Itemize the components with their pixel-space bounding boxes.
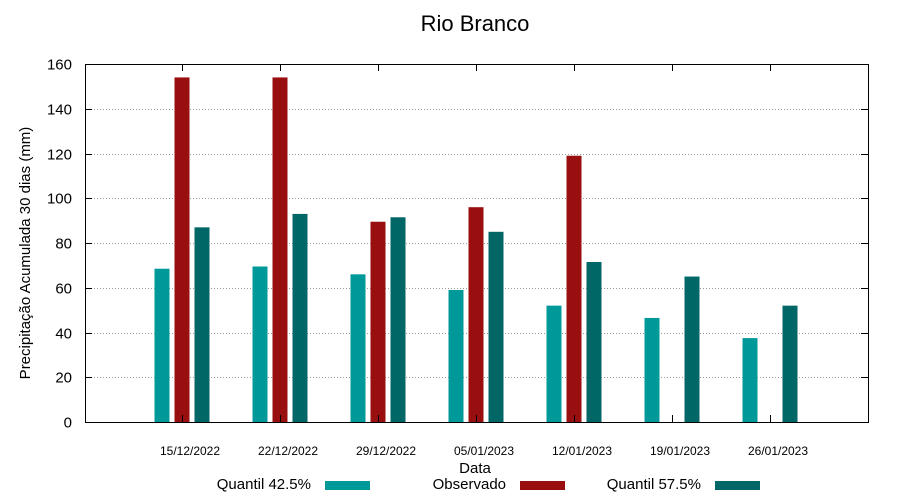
bar bbox=[566, 155, 582, 423]
bar bbox=[448, 289, 464, 422]
legend-swatch bbox=[520, 481, 565, 490]
bar bbox=[468, 207, 484, 422]
bar bbox=[782, 305, 798, 422]
y-tick-label: 0 bbox=[64, 415, 72, 432]
y-tick-label: 120 bbox=[47, 147, 72, 164]
bar bbox=[586, 262, 602, 422]
legend-swatch bbox=[325, 481, 370, 490]
bar bbox=[644, 317, 660, 422]
legend-swatch bbox=[715, 481, 760, 490]
legend-label: Observado bbox=[433, 476, 506, 493]
bar bbox=[154, 268, 170, 422]
bar bbox=[742, 338, 758, 422]
legend-label: Quantil 42.5% bbox=[217, 476, 311, 493]
x-axis-label: Data bbox=[459, 460, 491, 477]
x-tick-label: 12/01/2023 bbox=[552, 444, 612, 458]
y-tick-label: 60 bbox=[55, 281, 72, 298]
bars bbox=[154, 77, 798, 423]
x-axis: 15/12/2022 22/12/2022 29/12/2022 05/01/2023… bbox=[160, 64, 808, 458]
chart-title: Rio Branco bbox=[421, 11, 530, 36]
bar bbox=[272, 77, 288, 423]
y-tick-label: 20 bbox=[55, 370, 72, 387]
y-axis-label: Precipitação Acumulada 30 dias (mm) bbox=[17, 127, 34, 380]
bar bbox=[390, 217, 406, 422]
bar bbox=[684, 276, 700, 422]
x-tick-label: 15/12/2022 bbox=[160, 444, 220, 458]
bar bbox=[174, 77, 190, 423]
x-tick-label: 05/01/2023 bbox=[454, 444, 514, 458]
y-tick-label: 140 bbox=[47, 102, 72, 119]
bar bbox=[350, 274, 366, 422]
legend: Quantil 42.5% Observado Quantil 57.5% bbox=[217, 476, 760, 493]
y-tick-label: 40 bbox=[55, 326, 72, 343]
bar bbox=[370, 221, 386, 422]
bar bbox=[546, 305, 562, 422]
x-tick-label: 26/01/2023 bbox=[748, 444, 808, 458]
legend-label: Quantil 57.5% bbox=[607, 476, 701, 493]
y-tick-label: 80 bbox=[55, 236, 72, 253]
y-tick-label: 100 bbox=[47, 191, 72, 208]
x-tick-label: 29/12/2022 bbox=[356, 444, 416, 458]
bar bbox=[252, 266, 268, 422]
y-tick-label: 160 bbox=[47, 57, 72, 74]
bar bbox=[194, 227, 210, 422]
x-tick-label: 22/12/2022 bbox=[258, 444, 318, 458]
x-tick-label: 19/01/2023 bbox=[650, 444, 710, 458]
bar bbox=[488, 231, 504, 422]
y-axis: 0 20 40 60 80 100 120 140 160 bbox=[47, 57, 868, 432]
bar bbox=[292, 213, 308, 422]
